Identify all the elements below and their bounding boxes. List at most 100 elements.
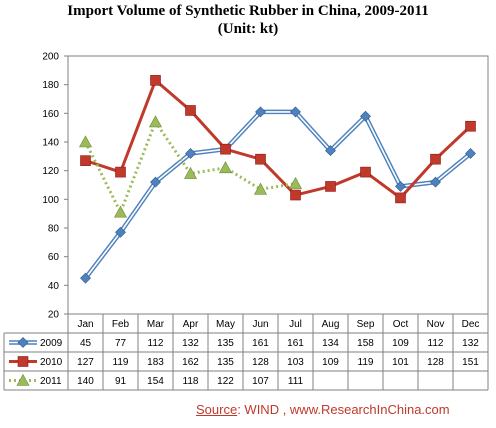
data-table-cell: 127 [77, 357, 94, 368]
data-table-cell: 135 [217, 357, 234, 368]
legend-key-2010 [9, 356, 37, 367]
data-point-2009 [395, 181, 406, 192]
data-table-cell: 103 [287, 357, 304, 368]
data-table-cell: 158 [357, 338, 374, 349]
x-tick-label: Sep [357, 319, 375, 330]
data-table-cell: 111 [288, 376, 304, 387]
data-table-cell: 183 [147, 357, 164, 368]
chart-title: Import Volume of Synthetic Rubber in Chi… [67, 3, 429, 19]
data-point-2009 [465, 148, 476, 159]
data-table-cell: 91 [115, 376, 127, 387]
series-line-2009-inner [84, 111, 472, 279]
data-point-2009 [80, 272, 91, 284]
legend-marker-2009 [17, 337, 29, 348]
data-table-cell: 107 [252, 376, 269, 387]
data-table-cell: 132 [462, 338, 479, 349]
data-point-2011 [253, 182, 268, 195]
data-point-2010 [220, 143, 231, 155]
data-table-cell: 109 [392, 338, 409, 349]
legend-label-2009: 2009 [40, 338, 63, 349]
data-table-cell: 161 [252, 338, 269, 349]
y-tick-label: 160 [42, 109, 59, 120]
x-tick-label: Jun [252, 319, 268, 330]
legend-key-2009 [9, 337, 37, 348]
data-point-2010 [185, 105, 196, 116]
y-tick-label: 80 [48, 224, 60, 235]
x-tick-label: Aug [322, 319, 340, 330]
x-tick-label: Apr [183, 319, 199, 330]
y-tick-label: 40 [48, 281, 60, 292]
source-label: Source [196, 402, 238, 417]
data-table-cell: 101 [392, 357, 409, 368]
data-point-2009 [360, 110, 371, 122]
data-point-2010 [465, 120, 476, 132]
data-table-cell: 45 [80, 338, 92, 349]
x-tick-label: Feb [112, 319, 130, 330]
x-tick-label: Jul [289, 319, 302, 330]
data-point-2011 [78, 135, 93, 148]
x-tick-label: Jan [77, 319, 93, 330]
data-point-2010 [115, 166, 126, 178]
y-tick-label: 200 [42, 52, 59, 63]
data-table-cell: 135 [217, 338, 234, 349]
data-table-cell: 140 [77, 376, 94, 387]
data-point-2009 [150, 176, 161, 188]
data-point-2010 [80, 155, 91, 166]
data-table-cell: 162 [182, 357, 199, 368]
data-table-cell: 128 [252, 357, 269, 368]
legend-label-2010: 2010 [40, 357, 63, 368]
data-point-2010 [325, 181, 336, 192]
legend-marker-2011 [16, 373, 30, 386]
data-point-2009 [115, 226, 126, 238]
series-2010 [80, 75, 476, 204]
data-point-2011 [148, 115, 163, 128]
x-tick-label: Nov [427, 319, 445, 330]
data-point-2010 [430, 153, 441, 165]
y-tick-label: 140 [42, 138, 59, 149]
data-point-2009 [290, 106, 301, 118]
data-point-2010 [150, 75, 161, 86]
data-point-2009 [430, 176, 441, 188]
y-tick-label: 180 [42, 80, 59, 91]
data-point-2010 [395, 192, 406, 204]
data-table-cell: 119 [358, 357, 374, 368]
data-point-2011 [218, 161, 233, 174]
data-point-2010 [255, 153, 266, 165]
series-line-2009 [83, 109, 472, 280]
data-table-cell: 134 [322, 338, 339, 349]
x-tick-label: Dec [462, 319, 480, 330]
y-tick-label: 20 [48, 310, 60, 321]
data-table-cell: 151 [462, 357, 479, 368]
series-2011 [78, 115, 303, 218]
y-tick-label: 60 [48, 252, 60, 263]
data-table-cell: 118 [183, 376, 199, 387]
data-point-2009 [325, 145, 336, 157]
source-note: Source: WIND , www.ResearchInChina.com [196, 402, 450, 417]
source-text: : WIND , www.ResearchInChina.com [237, 402, 450, 417]
y-tick-label: 120 [42, 166, 59, 177]
series-line-2010 [85, 78, 472, 200]
x-tick-label: Mar [147, 319, 165, 330]
data-point-2010 [360, 166, 371, 178]
data-table-cell: 154 [147, 376, 164, 387]
data-point-2009 [185, 148, 196, 159]
data-point-2011 [113, 205, 128, 218]
data-point-2011 [183, 166, 198, 179]
chart-subtitle: (Unit: kt) [217, 21, 279, 37]
data-table-cell: 161 [287, 338, 304, 349]
data-table-cell: 112 [148, 338, 164, 349]
series-2009 [80, 106, 476, 284]
x-tick-label: Oct [393, 319, 409, 330]
data-table-cell: 132 [182, 338, 199, 349]
data-point-2010 [290, 189, 301, 201]
y-tick-label: 100 [42, 195, 59, 206]
data-table-cell: 77 [115, 338, 127, 349]
data-table-cell: 128 [427, 357, 444, 368]
data-point-2011 [288, 176, 303, 189]
data-table-cell: 122 [217, 376, 234, 387]
data-table-cell: 109 [322, 357, 339, 368]
legend-label-2011: 2011 [40, 376, 62, 387]
data-table-cell: 112 [428, 338, 444, 349]
legend-marker-2010 [17, 356, 29, 367]
